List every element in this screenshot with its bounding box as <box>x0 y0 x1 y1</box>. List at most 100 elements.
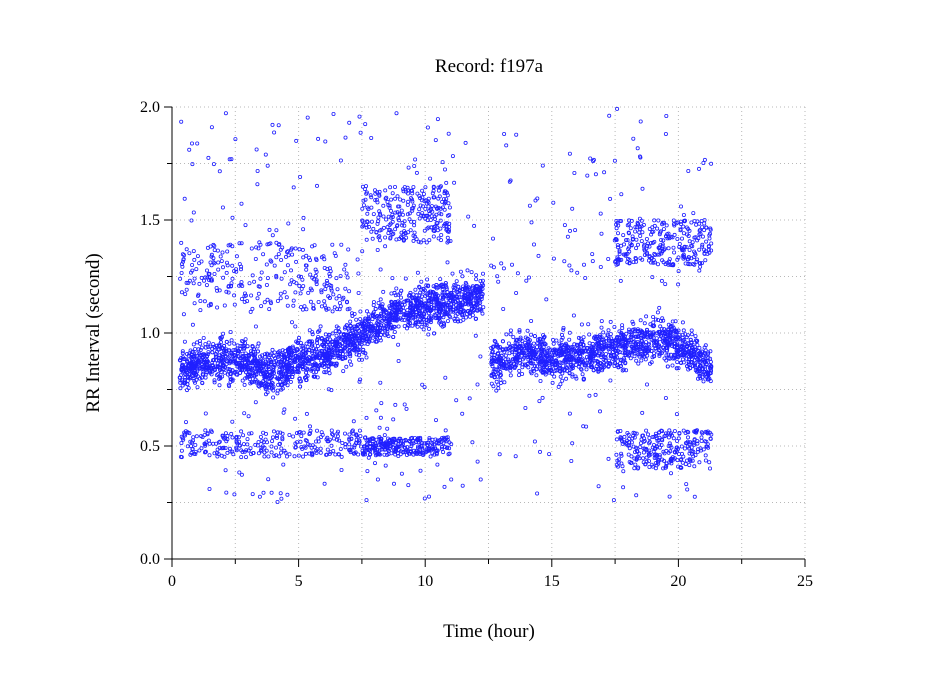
data-point <box>517 368 522 373</box>
data-point <box>325 447 330 452</box>
data-point <box>657 337 662 342</box>
data-point <box>272 350 277 355</box>
data-point <box>554 338 559 343</box>
data-point <box>199 345 204 350</box>
data-point <box>644 340 649 345</box>
data-point <box>253 256 258 261</box>
data-point <box>443 281 448 286</box>
data-point <box>247 281 252 286</box>
data-point <box>538 378 543 383</box>
data-point <box>348 324 353 329</box>
data-point <box>701 379 706 384</box>
data-point <box>649 360 654 365</box>
data-point <box>219 259 224 264</box>
data-point <box>633 229 638 234</box>
data-point <box>445 235 450 240</box>
data-point <box>381 214 386 219</box>
data-point <box>700 234 705 239</box>
data-point <box>183 292 188 297</box>
data-point <box>580 339 585 344</box>
data-point <box>364 355 369 360</box>
data-point <box>303 451 308 456</box>
data-point <box>639 218 644 223</box>
data-point <box>693 334 698 339</box>
data-point <box>256 341 261 346</box>
data-point <box>656 350 661 355</box>
data-point <box>381 289 386 294</box>
data-point <box>344 364 349 369</box>
data-point <box>421 191 426 196</box>
data-point <box>634 246 639 251</box>
data-point <box>252 279 257 284</box>
data-point <box>525 328 530 333</box>
data-point <box>657 305 662 310</box>
data-point <box>587 332 592 337</box>
data-point <box>229 431 234 436</box>
data-point <box>323 370 328 375</box>
data-point <box>451 309 456 314</box>
data-point <box>614 226 619 231</box>
data-point <box>256 451 261 456</box>
data-point <box>659 237 664 242</box>
data-point <box>192 276 197 281</box>
data-point <box>641 450 646 455</box>
data-point <box>371 226 376 231</box>
data-point <box>646 432 651 437</box>
data-point <box>206 340 211 345</box>
data-point <box>291 434 296 439</box>
data-point <box>274 359 279 364</box>
data-point <box>192 378 197 383</box>
data-point <box>539 348 544 353</box>
data-point <box>642 321 647 326</box>
data-point <box>380 302 385 307</box>
data-point <box>672 429 677 434</box>
data-point <box>316 299 321 304</box>
data-point <box>421 238 426 243</box>
data-point <box>291 298 296 303</box>
data-point <box>216 267 221 272</box>
data-point <box>399 208 404 213</box>
data-point <box>194 434 199 439</box>
data-point <box>378 338 383 343</box>
data-point <box>517 328 522 333</box>
data-point <box>701 353 706 358</box>
data-point <box>270 439 275 444</box>
data-point <box>644 455 649 460</box>
data-point <box>493 339 498 344</box>
data-point <box>412 230 417 235</box>
data-point <box>655 226 660 231</box>
data-point <box>652 218 657 223</box>
data-point <box>697 247 702 252</box>
points-layer <box>177 106 714 504</box>
data-point <box>468 311 473 316</box>
data-point <box>638 441 643 446</box>
data-point <box>498 377 503 382</box>
data-point <box>182 339 187 344</box>
data-point <box>508 373 513 378</box>
data-point <box>323 287 328 292</box>
data-point <box>411 292 416 297</box>
data-point <box>456 284 461 289</box>
data-point <box>638 233 643 238</box>
data-point <box>216 260 221 265</box>
data-point <box>400 212 405 217</box>
data-point <box>338 446 343 451</box>
data-point <box>376 300 381 305</box>
data-point <box>308 299 313 304</box>
data-point <box>639 358 644 363</box>
data-point <box>262 300 267 305</box>
data-point <box>224 339 229 344</box>
data-point <box>370 317 375 322</box>
data-point <box>240 378 245 383</box>
data-point <box>699 438 704 443</box>
data-point <box>221 331 226 336</box>
data-point <box>644 236 649 241</box>
data-point <box>314 352 319 357</box>
data-point <box>264 448 269 453</box>
data-point <box>599 319 604 324</box>
data-point <box>531 341 536 346</box>
data-point <box>207 453 212 458</box>
data-point <box>186 385 191 390</box>
data-point <box>444 286 449 291</box>
